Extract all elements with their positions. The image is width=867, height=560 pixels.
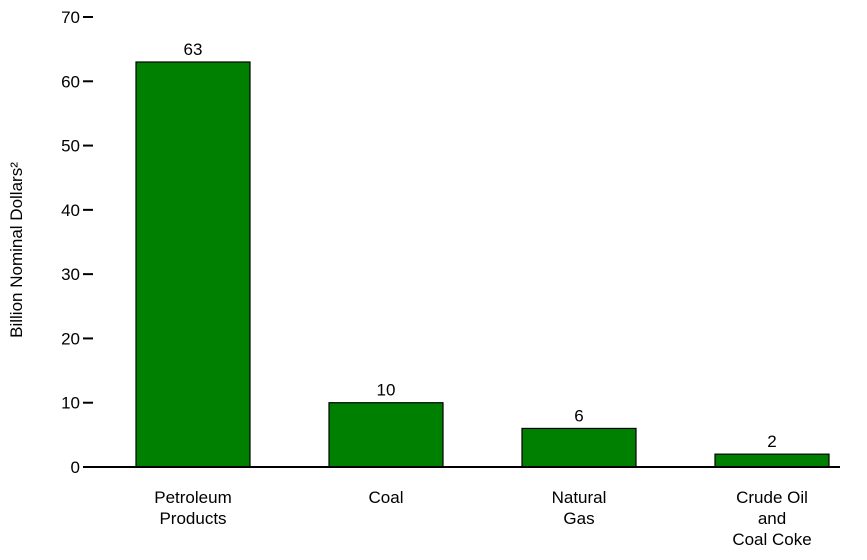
x-category-label-line: Coal — [369, 488, 404, 507]
x-category-label: Petroleum Products — [154, 488, 231, 528]
x-category-label-line: Gas — [563, 509, 594, 528]
x-category-label-line: Products — [159, 509, 226, 528]
bar-data-label: 63 — [184, 40, 203, 59]
y-tick-label: 70 — [61, 8, 80, 27]
bar — [135, 61, 251, 468]
y-tick-label: 20 — [61, 329, 80, 348]
x-category-label: Coal — [369, 488, 404, 507]
y-axis-title: Billion Nominal Dollars² — [7, 162, 26, 338]
y-tick-label: 30 — [61, 265, 80, 284]
y-tick-label: 10 — [61, 394, 80, 413]
x-category-label-line: Crude Oil — [736, 488, 808, 507]
bar — [328, 402, 444, 468]
x-category-label: Natural Gas — [552, 488, 607, 528]
y-tick-label: 0 — [71, 458, 80, 477]
x-category-label-line: and — [758, 509, 786, 528]
y-tick-label: 60 — [61, 72, 80, 91]
y-axis: 0 10 20 30 40 50 60 70 — [61, 8, 93, 477]
bars — [135, 61, 830, 468]
bar-labels: 63 10 6 2 — [184, 40, 777, 451]
x-category-label-line: Coal Coke — [732, 530, 811, 549]
x-category-label: Crude Oil and Coal Coke — [732, 488, 811, 549]
y-tick-label: 50 — [61, 137, 80, 156]
bar-data-label: 2 — [767, 432, 776, 451]
x-category-label-line: Petroleum — [154, 488, 231, 507]
bar-data-label: 10 — [377, 381, 396, 400]
y-tick-label: 40 — [61, 201, 80, 220]
bar — [521, 427, 637, 468]
bar-data-label: 6 — [574, 406, 583, 425]
bar — [714, 453, 830, 468]
x-category-label-line: Natural — [552, 488, 607, 507]
x-axis: Petroleum Products Coal Natural Gas Crude Oil… — [91, 466, 840, 549]
